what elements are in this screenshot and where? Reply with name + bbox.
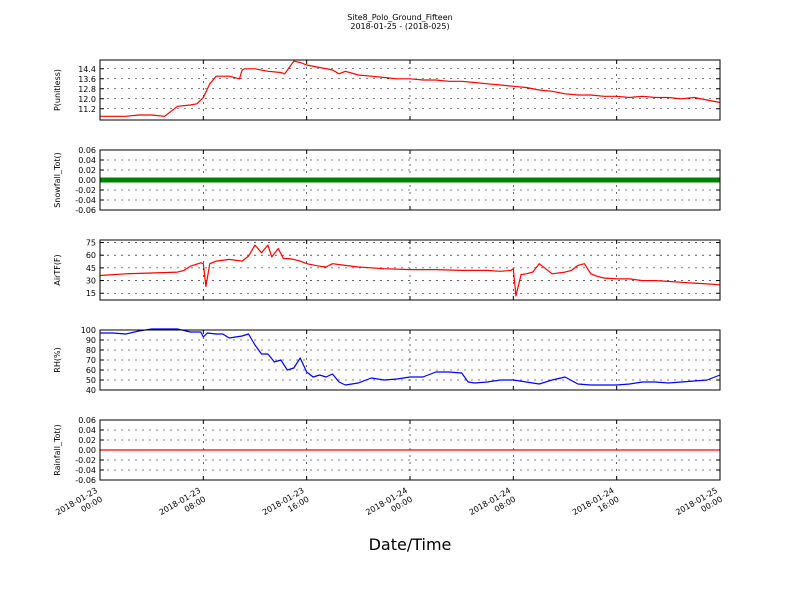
axes-frame	[99, 59, 721, 121]
y-tick-label: 0.02	[78, 166, 96, 175]
y-tick-label: 45	[86, 264, 96, 273]
y-tick-label: 60	[86, 251, 96, 260]
y-tick-label: 50	[86, 376, 96, 385]
y-tick-label: 100	[81, 326, 96, 335]
y-tick-label: 15	[86, 289, 96, 298]
chart-title: Site8_Polo_Ground_Fifteen	[347, 13, 452, 22]
y-tick-label: 0.04	[78, 156, 96, 165]
y-tick-label: 12.0	[78, 95, 96, 104]
axes-frame	[99, 239, 721, 301]
y-tick-label: 0.04	[78, 426, 96, 435]
axes-frame	[99, 419, 721, 481]
y-tick-label: 75	[86, 239, 96, 248]
y-axis-label: RH(%)	[53, 347, 62, 372]
y-tick-label: 40	[86, 386, 96, 395]
y-tick-label: 0.06	[78, 416, 96, 425]
y-axis-label: Snowfall_Tot()	[53, 152, 62, 208]
y-tick-label: 0.00	[78, 446, 96, 455]
x-axis-label: Date/Time	[369, 535, 452, 554]
series-line	[99, 244, 721, 297]
y-tick-label: 0.02	[78, 436, 96, 445]
series-line	[100, 328, 721, 386]
y-tick-label: 0.00	[78, 176, 96, 185]
y-tick-label: 11.2	[78, 105, 96, 114]
y-axis-label: Rainfall_Tot()	[53, 424, 62, 476]
y-tick-label: 14.4	[78, 65, 96, 74]
y-tick-label: 30	[86, 277, 96, 286]
y-tick-label: -0.04	[75, 466, 96, 475]
chart-subtitle: 2018-01-25 - (2018-025)	[350, 22, 449, 31]
y-tick-label: 13.6	[78, 75, 96, 84]
y-tick-label: 70	[86, 356, 96, 365]
y-tick-label: -0.02	[75, 456, 96, 465]
y-tick-label: 80	[86, 346, 96, 355]
y-tick-label: -0.06	[75, 206, 96, 215]
axes-frame	[99, 329, 721, 391]
y-axis-label: P(unitless)	[53, 69, 62, 111]
y-tick-label: -0.04	[75, 196, 96, 205]
y-tick-label: 60	[86, 366, 96, 375]
y-tick-label: 0.06	[78, 146, 96, 155]
axes-frame	[99, 149, 721, 211]
y-tick-label: -0.06	[75, 476, 96, 485]
y-axis-label: AirTF(F)	[53, 254, 62, 285]
series-line	[100, 60, 721, 117]
y-tick-label: 90	[86, 336, 96, 345]
y-tick-label: 12.8	[78, 85, 96, 94]
y-tick-label: -0.02	[75, 186, 96, 195]
